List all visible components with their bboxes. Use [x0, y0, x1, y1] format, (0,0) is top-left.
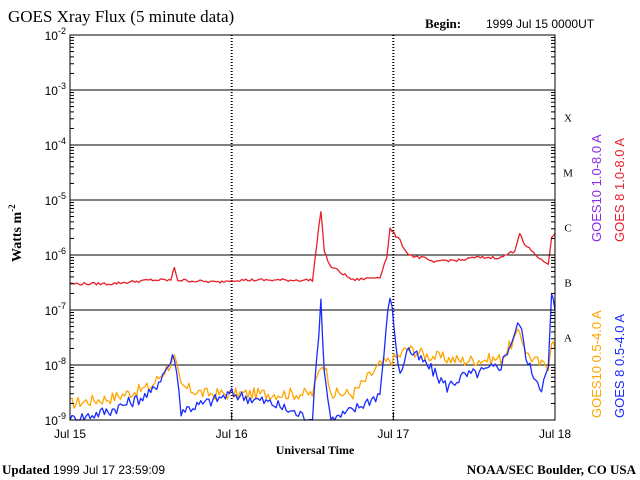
series-line-GOES10-0-5-4-0-A [69, 328, 556, 409]
x-tick-label-0: Jul 15 [54, 427, 86, 441]
y-tick-base-5: 10 [45, 139, 59, 153]
y-axis-title-exp: -2 [7, 204, 17, 212]
y-tick-exp-0: -9 [58, 411, 66, 421]
series-layer [69, 210, 556, 421]
y-tick-base-7: 10 [45, 29, 59, 43]
flare-class-labels: A B C M X [563, 113, 573, 345]
y-ticks: 10-910-810-710-610-510-410-310-2 [45, 26, 555, 428]
y-tick-label-0: 10-9 [45, 411, 66, 428]
flare-class-X: X [564, 113, 572, 125]
y-tick-label-2: 10-7 [45, 301, 66, 318]
x-axis-title: Universal Time [276, 443, 355, 457]
y-tick-base-0: 10 [45, 414, 59, 428]
y-axis-title: Watts m-2 [7, 204, 25, 262]
y-tick-exp-6: -3 [58, 81, 66, 91]
y-tick-label-4: 10-5 [45, 191, 66, 208]
y-tick-base-2: 10 [45, 304, 59, 318]
updated-text: Updated 1999 Jul 17 23:59:09 [2, 462, 165, 477]
begin-value: 1999 Jul 15 0000UT [486, 17, 595, 31]
chart-title: GOES Xray Flux (5 minute data) [8, 7, 234, 26]
credit-text: NOAA/SEC Boulder, CO USA [467, 462, 637, 477]
y-tick-base-6: 10 [45, 84, 59, 98]
begin-label: Begin: [425, 16, 461, 31]
y-tick-exp-5: -4 [58, 136, 66, 146]
y-axis-title-base: Watts m [10, 212, 25, 263]
x-ticks: Jul 15 Jul 16 Jul 17 Jul 18 [54, 412, 571, 441]
flare-class-A: A [564, 333, 572, 345]
series-line-GOES-8-1-0-8-0-A [69, 210, 556, 286]
legend-item-2: GOES10 0.5-4.0 A [589, 310, 604, 418]
y-tick-label-1: 10-8 [45, 356, 66, 373]
y-tick-base-3: 10 [45, 249, 59, 263]
day-markers [230, 35, 395, 420]
gridlines [70, 89, 555, 366]
y-tick-base-1: 10 [45, 359, 59, 373]
series-line-GOES-8-0-5-4-0-A [69, 293, 556, 421]
y-tick-label-7: 10-2 [45, 26, 66, 43]
y-tick-exp-7: -2 [58, 26, 66, 36]
legend-item-0: GOES10 1.0-8.0 A [589, 134, 604, 242]
flare-class-C: C [564, 223, 571, 235]
x-tick-label-3: Jul 18 [539, 427, 571, 441]
y-tick-label-6: 10-3 [45, 81, 66, 98]
updated-value: 1999 Jul 17 23:59:09 [53, 463, 165, 477]
x-tick-label-2: Jul 17 [377, 427, 409, 441]
flare-class-B: B [564, 278, 571, 290]
plot-frame [69, 34, 556, 421]
legend: GOES10 1.0-8.0 A GOES 8 1.0-8.0 A GOES10 0… [589, 134, 627, 418]
y-tick-base-4: 10 [45, 194, 59, 208]
y-tick-exp-1: -8 [58, 356, 66, 366]
flare-class-M: M [563, 168, 573, 180]
y-tick-exp-4: -5 [58, 191, 66, 201]
legend-item-3: GOES 8 0.5-4.0 A [612, 314, 627, 418]
x-tick-label-1: Jul 16 [216, 427, 248, 441]
updated-label: Updated [2, 462, 50, 477]
y-tick-label-3: 10-6 [45, 246, 66, 263]
y-tick-exp-3: -6 [58, 246, 66, 256]
legend-item-1: GOES 8 1.0-8.0 A [612, 138, 627, 242]
y-tick-exp-2: -7 [58, 301, 66, 311]
y-tick-label-5: 10-4 [45, 136, 66, 153]
